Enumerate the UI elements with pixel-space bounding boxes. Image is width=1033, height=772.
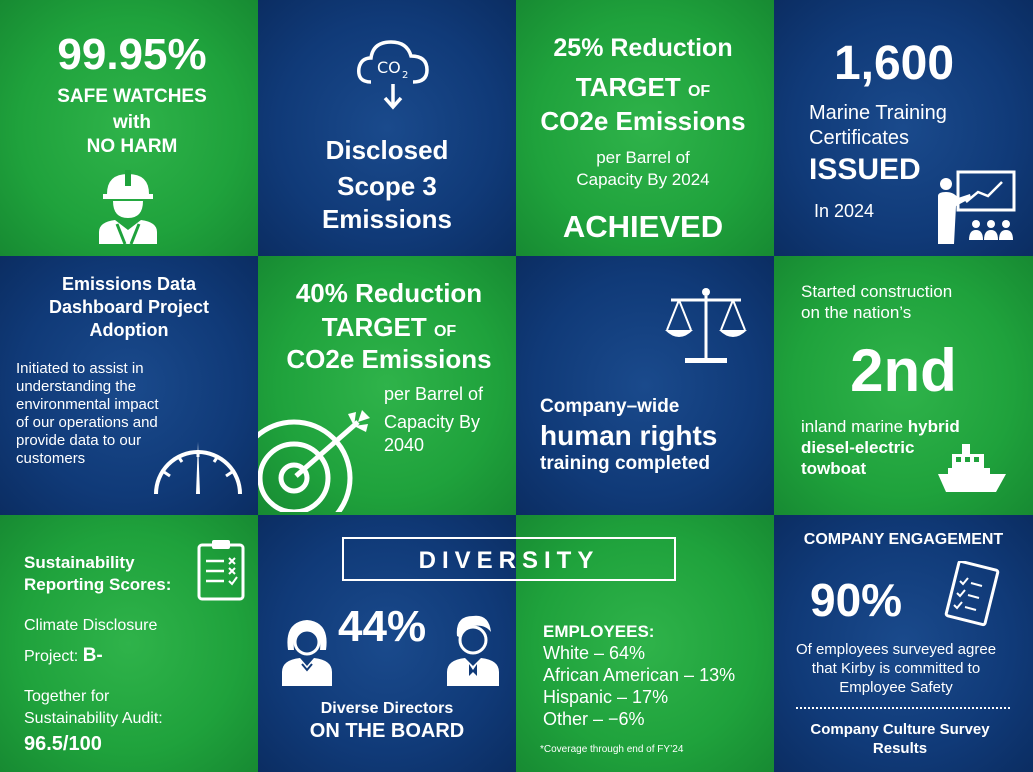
dashboard-line2: Dashboard Project (48, 297, 210, 317)
dashboard-body-6: customers (16, 450, 86, 467)
reduction25-line4: per Barrel of (596, 148, 690, 167)
gauge-icon (154, 442, 242, 495)
scores-line1: Sustainability (24, 553, 135, 572)
svg-text:2: 2 (402, 70, 408, 81)
certificates-line1: Marine Training (809, 102, 947, 124)
reduction25-line5: Capacity By 2024 (576, 170, 710, 189)
reduction25-line3: CO2e Emissions (540, 106, 746, 136)
engagement-line4: Company Culture Survey (810, 721, 990, 738)
certificates-issued: ISSUED (809, 153, 921, 186)
tile-reporting-scores: Sustainability Reporting Scores: Climate… (0, 515, 258, 772)
employees-other: Other – −6% (543, 709, 645, 729)
tile-diversity-directors (258, 515, 516, 772)
co2-cloud-icon: CO 2 (357, 40, 429, 110)
safe-watches-line2: with (113, 112, 151, 133)
checklist-icon (197, 540, 245, 601)
diversity-title: DIVERSITY (342, 537, 676, 581)
employees-hispanic: Hispanic – 17% (543, 687, 669, 707)
human-rights-line1: Company–wide (540, 396, 680, 417)
towboat-line5: towboat (801, 459, 867, 478)
survey-icon (944, 561, 1000, 627)
towboat-line4: diesel-electric (801, 438, 915, 457)
engagement-line1: Of employees surveyed agree (795, 641, 997, 658)
dashboard-body-5: provide data to our (16, 432, 142, 449)
boat-icon (938, 444, 1006, 492)
diversity-footnote: *Coverage through end of FY’24 (540, 744, 684, 755)
certificates-value: 1,600 (833, 37, 955, 90)
reduction40-line4: per Barrel of (384, 384, 484, 404)
scope3-line3: Emissions (321, 204, 453, 234)
tile-emissions-dashboard: Emissions Data Dashboard Project Adoptio… (0, 256, 258, 515)
scores-line2: Reporting Scores: (24, 575, 172, 594)
scores-line3: Climate Disclosure (24, 617, 158, 634)
tile-25-reduction: 25% Reduction TARGET OF CO2e Emissions p… (516, 0, 774, 256)
certificates-line2: Certificates (809, 127, 910, 149)
reduction40-line5: Capacity By (384, 412, 481, 432)
human-rights-line3: training completed (540, 453, 710, 474)
reduction40-line6: 2040 (384, 435, 425, 455)
scales-icon (665, 288, 747, 363)
dashboard-body-1: Initiated to assist in (16, 360, 144, 377)
reduction25-line2: TARGET OF (575, 72, 711, 102)
directors-line2: ON THE BOARD (309, 720, 465, 742)
directors-line1: Diverse Directors (320, 700, 454, 717)
dashboard-line1: Emissions Data (61, 274, 197, 294)
tile-scope3: CO 2 Disclosed Scope 3 Emissions (258, 0, 516, 256)
reduction40-line1: 40% Reduction (295, 278, 483, 308)
tile-diversity-employees (516, 515, 774, 772)
scope3-line1: Disclosed (325, 135, 449, 165)
male-director-icon (447, 615, 499, 686)
scores-line7: 96.5/100 (24, 733, 102, 755)
engagement-title: COMPANY ENGAGEMENT (803, 531, 1004, 548)
towboat-line2: on the nation’s (801, 303, 912, 322)
dashboard-body-3: environmental impact (16, 396, 159, 413)
dashboard-body-2: understanding the (16, 378, 137, 395)
human-rights-line2: human rights (540, 420, 718, 451)
certificates-year: In 2024 (814, 201, 875, 221)
engagement-line3: Employee Safety (839, 679, 953, 696)
target-arrow-icon (258, 410, 370, 512)
scores-line6: Sustainability Audit: (24, 710, 163, 727)
tile-safe-watches: 99.95% SAFE WATCHES with NO HARM (0, 0, 258, 256)
directors-value: 44% (338, 602, 427, 651)
scope3-line2: Scope 3 (337, 171, 437, 201)
dashboard-line3: Adoption (89, 320, 169, 340)
employees-african-american: African American – 13% (543, 665, 736, 685)
employees-white: White – 64% (543, 643, 646, 663)
safe-watches-line3: NO HARM (86, 136, 178, 157)
safe-watches-line1: SAFE WATCHES (57, 86, 207, 107)
tile-training-certificates: 1,600 Marine Training Certificates ISSUE… (774, 0, 1033, 256)
svg-text:CO: CO (377, 58, 401, 77)
tile-human-rights: Company–wide human rights training compl… (516, 256, 774, 515)
tile-towboat: Started construction on the nation’s 2nd… (774, 256, 1033, 515)
engagement-line5: Results (872, 740, 928, 757)
dashboard-body-4: of our operations and (16, 414, 158, 431)
presentation-icon (938, 170, 1016, 244)
reduction25-line1: 25% Reduction (553, 34, 733, 62)
reduction40-line2: TARGET OF (321, 312, 457, 342)
tile-company-engagement: COMPANY ENGAGEMENT 90% Of employees surv… (774, 515, 1033, 772)
scores-line4: Project: B- (24, 645, 103, 666)
tile-40-reduction: 40% Reduction TARGET OF CO2e Emissions p… (258, 256, 516, 515)
reduction25-achieved: ACHIEVED (562, 209, 724, 244)
employees-title: EMPLOYEES: (543, 622, 655, 641)
towboat-line3: inland marine hybrid (801, 417, 960, 436)
engagement-divider (796, 707, 1010, 709)
engagement-line2: that Kirby is committed to (811, 660, 981, 677)
scores-line5: Together for (24, 688, 110, 705)
engagement-value: 90% (810, 574, 903, 626)
reduction40-line3: CO2e Emissions (286, 344, 492, 374)
safe-watches-value: 99.95% (57, 30, 207, 79)
towboat-line1: Started construction (801, 282, 953, 301)
worker-hardhat-icon (99, 170, 157, 244)
female-director-icon (282, 620, 332, 686)
towboat-value: 2nd (850, 337, 957, 404)
